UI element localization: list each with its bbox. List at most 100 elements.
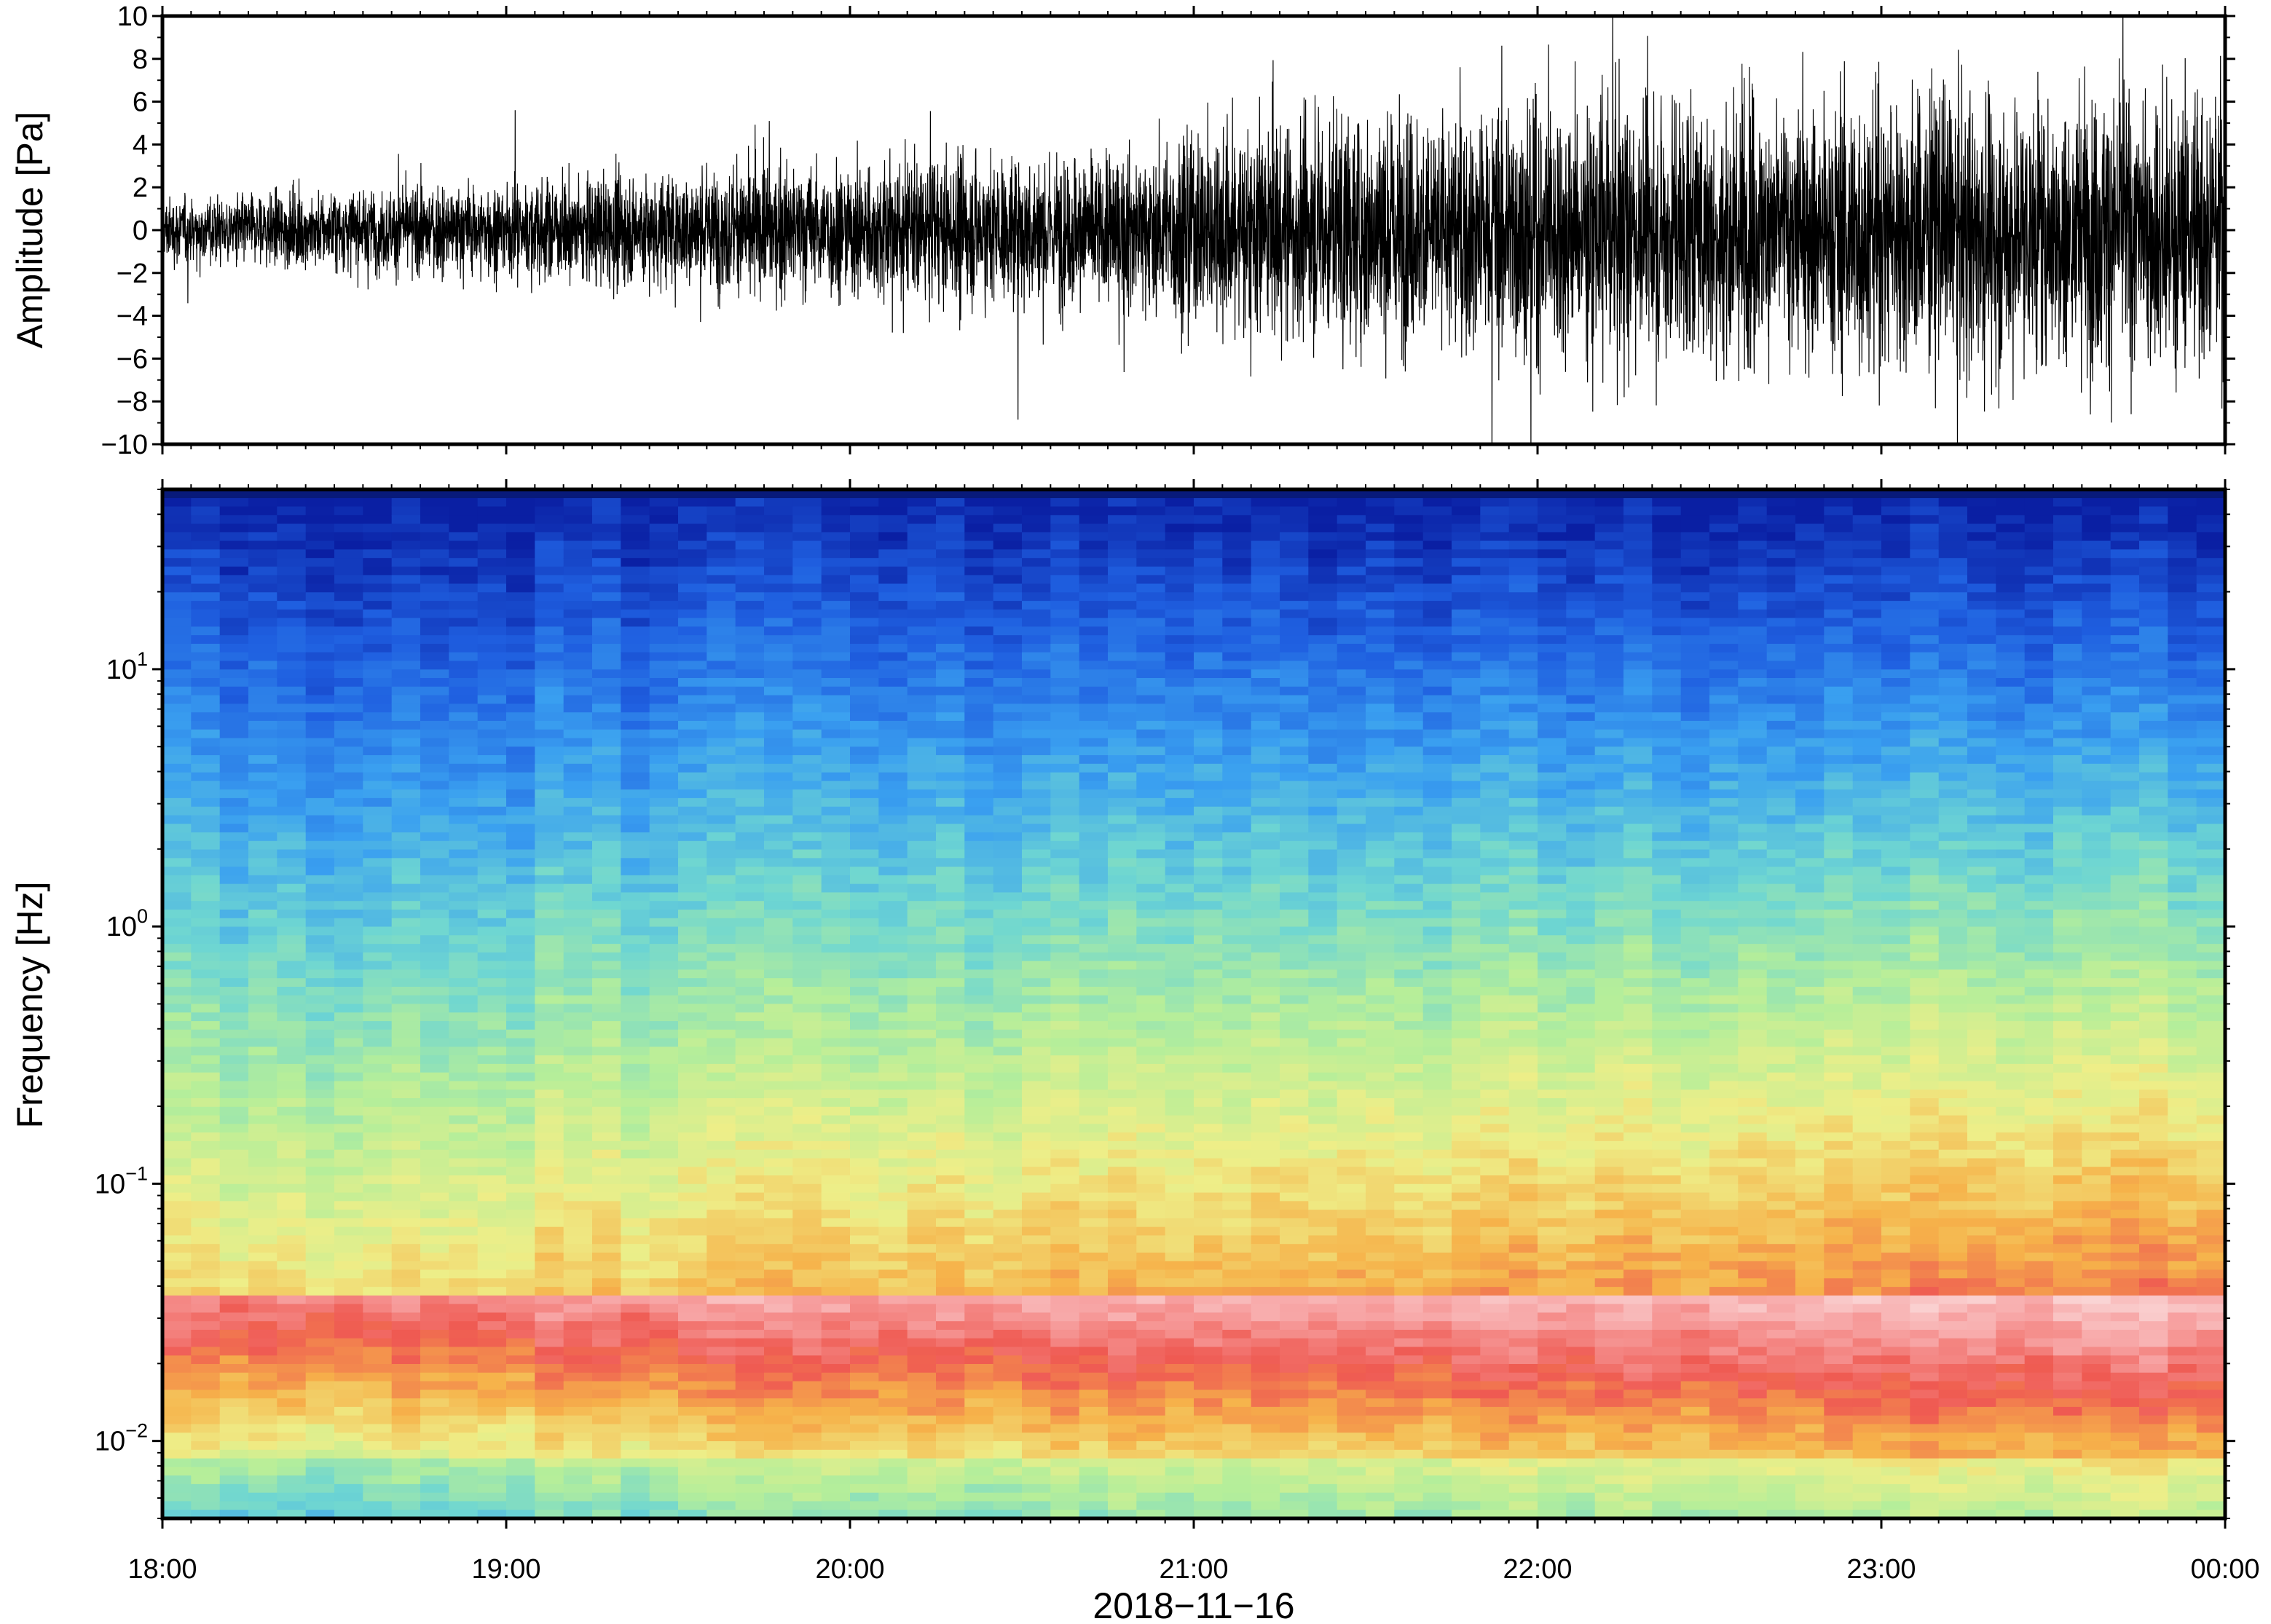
spectrogram-cell	[334, 1167, 363, 1176]
spectrogram-cell	[1050, 661, 1080, 670]
spectrogram-cell	[964, 746, 994, 756]
spectrogram-cell	[305, 686, 335, 696]
spectrogram-cell	[477, 1398, 507, 1408]
spectrogram-cell	[878, 1261, 908, 1271]
spectrogram-cell	[1194, 755, 1223, 765]
spectrogram-cell	[1022, 540, 1051, 550]
spectrogram-cell	[907, 1492, 937, 1502]
spectrogram-cell	[907, 789, 937, 799]
spectrogram-cell	[707, 1501, 736, 1510]
spectrogram-cell	[993, 858, 1023, 867]
spectrogram-cell	[792, 1390, 822, 1399]
spectrogram-cell	[1136, 1475, 1166, 1485]
spectrogram-cell	[993, 626, 1023, 636]
spectrogram-cell	[821, 1081, 851, 1090]
spectrogram-cell	[1022, 1192, 1051, 1202]
spectrogram-cell	[162, 1115, 192, 1124]
spectrogram-cell	[621, 1132, 650, 1142]
spectrogram-cell	[764, 978, 793, 988]
spectrogram-cell	[1050, 1055, 1080, 1065]
spectrogram-cell	[363, 1235, 393, 1245]
spectrogram-cell	[391, 1364, 421, 1373]
spectrogram-cell	[477, 1355, 507, 1365]
spectrogram-cell	[1165, 1295, 1194, 1305]
spectrogram-cell	[907, 1149, 937, 1159]
spectrogram-cell	[535, 635, 564, 645]
spectrogram-cell	[649, 1167, 679, 1176]
spectrogram-cell	[1280, 883, 1309, 894]
spectrogram-cell	[1280, 1012, 1309, 1022]
spectrogram-cell	[993, 840, 1023, 851]
spectrogram-cell	[764, 840, 793, 851]
spectrogram-cell	[219, 1158, 249, 1167]
spectrogram-cell	[1194, 1175, 1223, 1185]
spectrogram-cell	[907, 1424, 937, 1433]
spectrogram-cell	[334, 969, 363, 979]
spectrogram-cell	[305, 944, 335, 953]
spectrogram-cell	[1165, 1124, 1194, 1133]
spectrogram-cell	[420, 1355, 449, 1365]
spectrogram-cell	[563, 635, 593, 645]
spectrogram-cell	[506, 858, 535, 867]
spectrogram-cell	[1136, 1321, 1166, 1331]
spectrogram-cell	[792, 987, 822, 996]
spectrogram-cell	[1022, 1475, 1051, 1485]
spectrogram-cell	[1222, 1021, 1252, 1030]
spectrogram-cell	[535, 1406, 564, 1416]
spectrogram-cell	[1079, 635, 1109, 645]
spectrogram-cell	[649, 892, 679, 902]
spectrogram-cell	[449, 678, 479, 687]
spectrogram-cell	[535, 575, 564, 585]
spectrogram-cell	[1108, 1381, 1137, 1390]
spectrogram-cell	[792, 867, 822, 876]
spectrogram-cell	[391, 1278, 421, 1288]
spectrogram-cell	[1194, 978, 1223, 988]
spectrogram-cell	[162, 1106, 192, 1116]
spectrogram-cell	[936, 515, 965, 524]
spectrogram-cell	[277, 729, 307, 739]
spectrogram-cell	[162, 1390, 192, 1399]
spectrogram-cell	[277, 1278, 307, 1288]
spectrogram-cell	[678, 781, 707, 790]
spectrogram-cell	[821, 1046, 851, 1056]
spectrogram-cell	[248, 746, 278, 756]
spectrogram-cell	[334, 1235, 363, 1245]
spectrogram-cell	[678, 1355, 707, 1365]
spectrogram-cell	[334, 1390, 363, 1399]
spectrogram-cell	[621, 1012, 650, 1022]
spectrogram-cell	[477, 1253, 507, 1262]
spectrogram-cell	[878, 540, 908, 550]
spectrogram-cell	[592, 1390, 621, 1399]
spectrogram-cell	[535, 686, 564, 696]
spectrogram-cell	[363, 1415, 393, 1425]
spectrogram-cell	[420, 840, 449, 851]
spectrogram-cell	[363, 1501, 393, 1510]
spectrogram-cell	[162, 729, 192, 739]
spectrogram-cell	[363, 524, 393, 533]
spectrogram-cell	[707, 1063, 736, 1073]
spectrogram-cell	[334, 720, 363, 730]
spectrogram-cell	[621, 497, 650, 508]
spectrogram-cell	[764, 1355, 793, 1365]
spectrogram-cell	[391, 1458, 421, 1467]
spectrogram-cell	[535, 746, 564, 756]
spectrogram-cell	[1194, 497, 1223, 508]
spectrogram-cell	[792, 849, 822, 859]
spectrogram-cell	[449, 1106, 479, 1116]
spectrogram-cell	[993, 703, 1023, 713]
spectrogram-cell	[1079, 1012, 1109, 1022]
spectrogram-cell	[1222, 935, 1252, 945]
spectrogram-cell	[449, 1441, 479, 1451]
spectrogram-cell	[1222, 678, 1252, 687]
spectrogram-cell	[878, 781, 908, 790]
spectrogram-cell	[191, 1167, 221, 1176]
waveform-y-tick-label: 0	[133, 216, 148, 246]
spectrogram-cell	[1165, 609, 1194, 619]
spectrogram-cell	[936, 755, 965, 765]
spectrogram-cell	[764, 763, 793, 773]
spectrogram-cell	[1050, 609, 1080, 619]
spectrogram-cell	[420, 1510, 449, 1518]
spectrogram-cell	[850, 1269, 879, 1279]
spectrogram-cell	[477, 1287, 507, 1296]
spectrogram-cell	[1280, 1253, 1309, 1262]
